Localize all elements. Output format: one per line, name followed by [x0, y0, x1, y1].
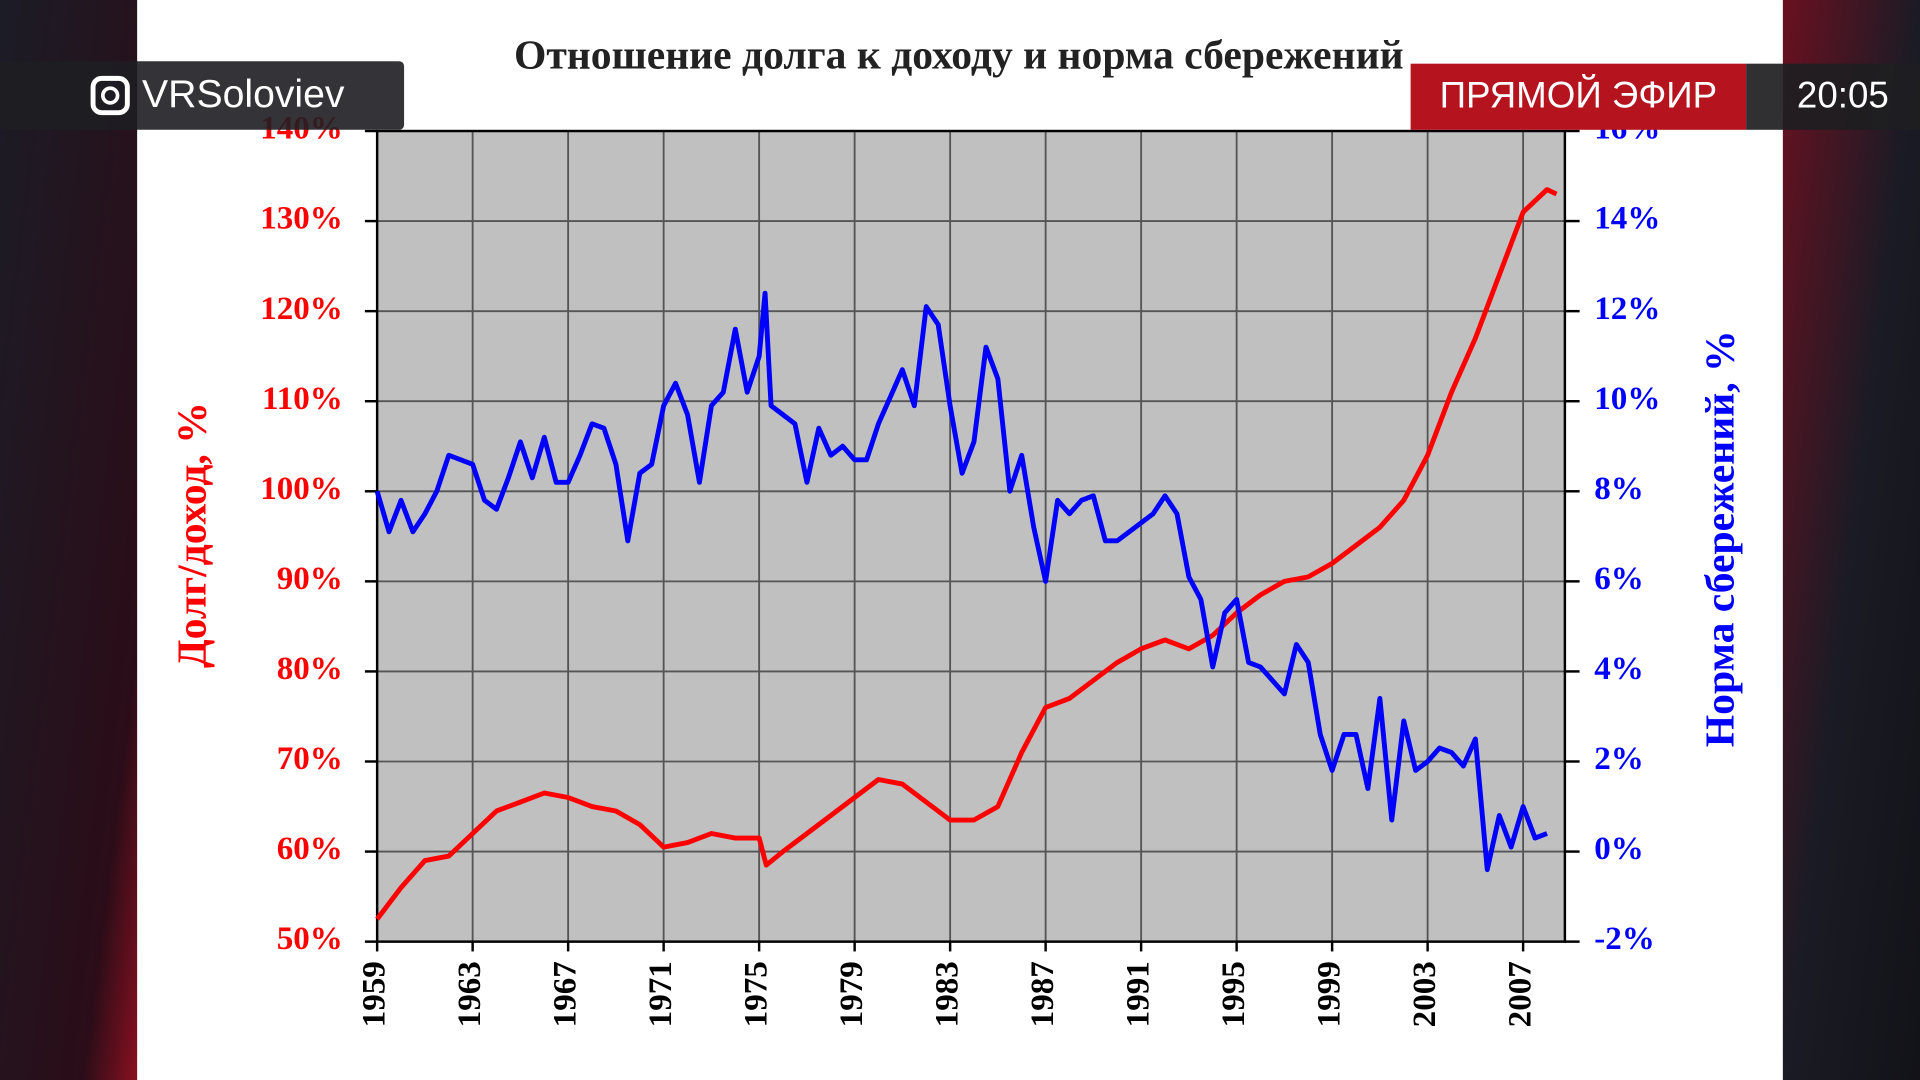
channel-icon: [90, 75, 130, 116]
background-right: [1782, 0, 1920, 1080]
y-tick-label: 50%: [277, 921, 343, 957]
live-label: ПРЯМОЙ ЭФИР: [1440, 74, 1718, 116]
x-tick-label: 1975: [739, 961, 775, 1027]
y-tick-label: 60%: [277, 831, 343, 867]
x-tick-label: 1991: [1121, 961, 1157, 1027]
overlay: VRSoloviev ПРЯМОЙ ЭФИР 20:05: [0, 61, 1920, 130]
x-tick-label: 1971: [643, 961, 679, 1027]
background-left: [0, 0, 138, 1080]
y2-tick-label: 10%: [1594, 381, 1660, 417]
series-line: [374, 290, 1548, 873]
y2-tick-label: 14%: [1594, 201, 1660, 237]
x-tick-label: 1967: [548, 961, 584, 1027]
y-tick-label: 130%: [260, 201, 343, 237]
channel-name: VRSoloviev: [142, 73, 345, 116]
time-box: [1746, 63, 1920, 130]
y2-tick-label: 12%: [1594, 291, 1660, 327]
x-tick-label: 1963: [452, 961, 488, 1027]
x-tick-label: 1983: [930, 961, 966, 1027]
y2-tick-label: 0%: [1594, 831, 1644, 867]
y2-tick-label: 4%: [1594, 651, 1644, 687]
time-label: 20:05: [1797, 75, 1889, 116]
x-tick-label: 2003: [1407, 961, 1443, 1027]
y2-tick-label: 8%: [1594, 471, 1644, 507]
x-tick-label: 1987: [1025, 961, 1061, 1027]
y-tick-label: 90%: [277, 561, 343, 597]
series-line: [375, 187, 1558, 921]
x-tick-label: 1995: [1216, 961, 1252, 1027]
y-tick-label: 70%: [277, 741, 343, 777]
x-tick-label: 2007: [1503, 961, 1539, 1027]
chart: Отношение долга к доходу и норма сбереже…: [169, 32, 1743, 1027]
plot-frame: [375, 129, 1567, 943]
x-tick-label: 1999: [1312, 961, 1348, 1027]
live-box: [1410, 63, 1747, 130]
y2-tick-label: 2%: [1594, 741, 1644, 777]
y-tick-label: 110%: [262, 381, 343, 417]
y-tick-label: 80%: [277, 651, 343, 687]
x-tick-label: 1979: [834, 961, 870, 1027]
y-tick-label: 120%: [260, 291, 343, 327]
y2-tick-label: -2%: [1594, 921, 1655, 957]
y-tick-label: 100%: [260, 471, 343, 507]
y2-tick-label: 6%: [1594, 561, 1644, 597]
chart-title: Отношение долга к доходу и норма сбереже…: [514, 32, 1404, 78]
x-tick-label: 1959: [357, 961, 393, 1027]
y2-axis-label: Норма сбережений, %: [1698, 330, 1744, 747]
channel-icon-lens: [101, 86, 120, 105]
y-axis-label: Долг/доход, %: [169, 402, 215, 668]
